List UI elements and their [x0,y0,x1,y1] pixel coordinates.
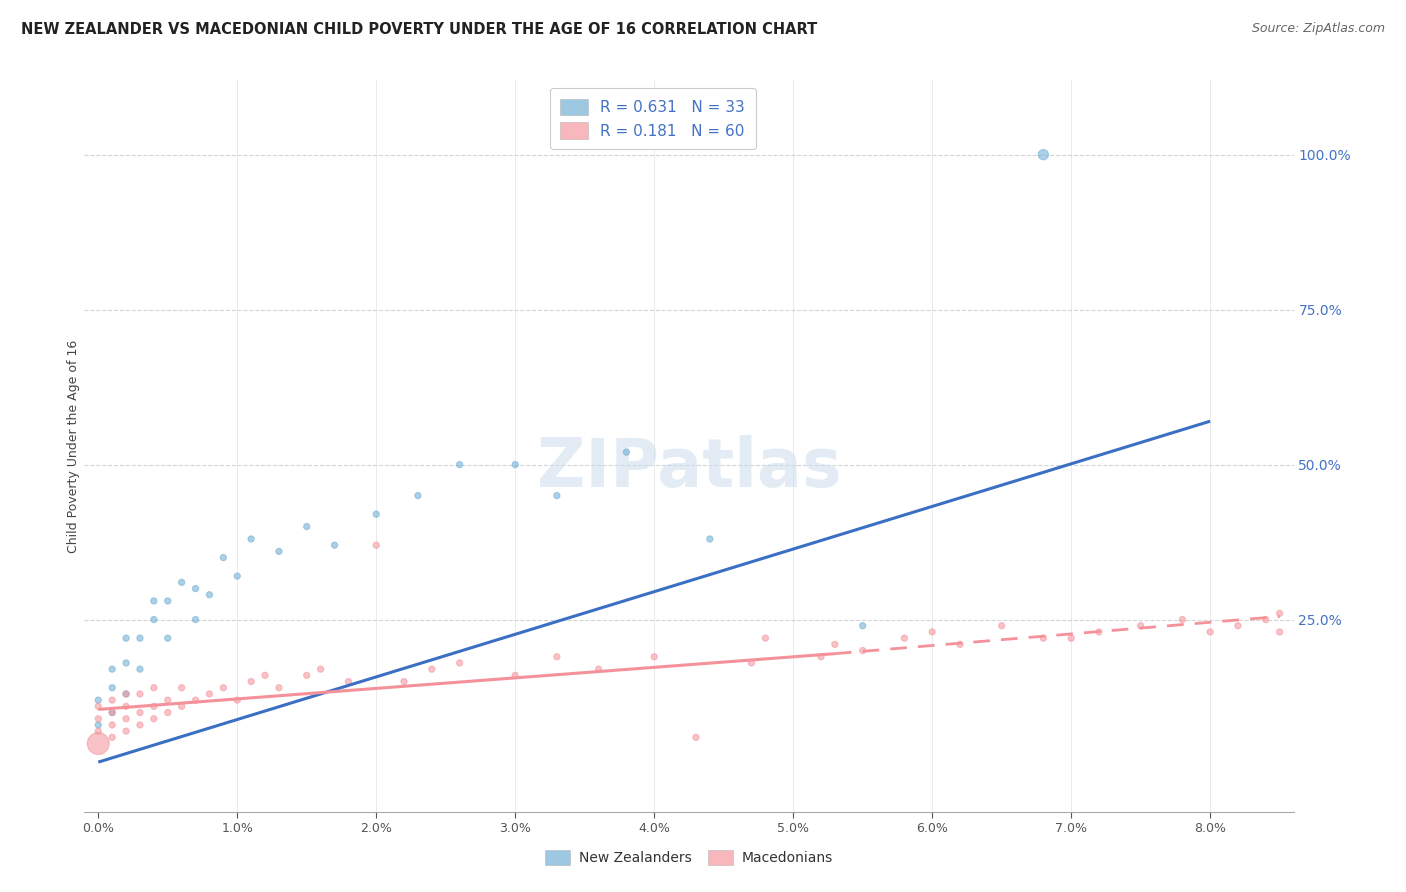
Point [240,532,263,546]
Point [1199,624,1222,639]
Point [366,507,388,521]
Point [267,681,290,695]
Point [87,737,110,751]
Point [142,712,165,726]
Point [184,582,207,596]
Point [449,656,471,670]
Point [129,631,152,645]
Point [449,458,471,472]
Point [295,668,318,682]
Point [754,631,776,645]
Point [420,662,443,676]
Point [1060,631,1083,645]
Point [1254,613,1277,627]
Point [142,681,165,695]
Point [212,681,235,695]
Point [309,662,332,676]
Point [503,458,526,472]
Point [1171,613,1194,627]
Point [129,662,152,676]
Point [115,656,138,670]
Point [129,687,152,701]
Point [1129,619,1152,633]
Point [852,619,875,633]
Point [503,668,526,682]
Point [295,519,318,533]
Point [170,681,193,695]
Point [949,637,972,651]
Point [101,681,124,695]
Point [824,637,846,651]
Point [87,699,110,714]
Point [893,631,915,645]
Point [1032,147,1054,161]
Point [156,693,179,707]
Point [1032,631,1054,645]
Point [156,594,179,608]
Point [1268,607,1291,621]
Point [101,718,124,732]
Point [87,724,110,739]
Point [267,544,290,558]
Point [366,538,388,552]
Point [546,649,568,664]
Point [87,693,110,707]
Point [212,550,235,565]
Point [115,712,138,726]
Point [588,662,610,676]
Point [156,631,179,645]
Point [643,649,665,664]
Point [226,569,249,583]
Point [101,706,124,720]
Point [115,724,138,739]
Point [101,706,124,720]
Text: ZIPatlas: ZIPatlas [537,435,841,501]
Point [852,643,875,657]
Point [115,699,138,714]
Point [101,731,124,745]
Point [170,575,193,590]
Text: NEW ZEALANDER VS MACEDONIAN CHILD POVERTY UNDER THE AGE OF 16 CORRELATION CHART: NEW ZEALANDER VS MACEDONIAN CHILD POVERT… [21,22,817,37]
Point [156,706,179,720]
Point [226,693,249,707]
Point [406,489,429,503]
Point [740,656,762,670]
Point [1088,624,1111,639]
Point [129,718,152,732]
Point [142,594,165,608]
Point [699,532,721,546]
Point [129,706,152,720]
Point [87,712,110,726]
Point [240,674,263,689]
Point [254,668,277,682]
Point [337,674,360,689]
Legend: New Zealanders, Macedonians: New Zealanders, Macedonians [540,844,838,871]
Point [616,445,638,459]
Point [115,687,138,701]
Point [170,699,193,714]
Point [142,613,165,627]
Text: Source: ZipAtlas.com: Source: ZipAtlas.com [1251,22,1385,36]
Point [392,674,415,689]
Point [810,649,832,664]
Point [1226,619,1249,633]
Point [101,662,124,676]
Point [184,613,207,627]
Point [115,687,138,701]
Point [115,631,138,645]
Y-axis label: Child Poverty Under the Age of 16: Child Poverty Under the Age of 16 [66,339,80,553]
Point [198,687,221,701]
Point [142,699,165,714]
Point [87,718,110,732]
Point [323,538,346,552]
Point [990,619,1012,633]
Point [184,693,207,707]
Point [198,588,221,602]
Point [1268,624,1291,639]
Point [546,489,568,503]
Point [685,731,707,745]
Point [921,624,943,639]
Point [101,693,124,707]
